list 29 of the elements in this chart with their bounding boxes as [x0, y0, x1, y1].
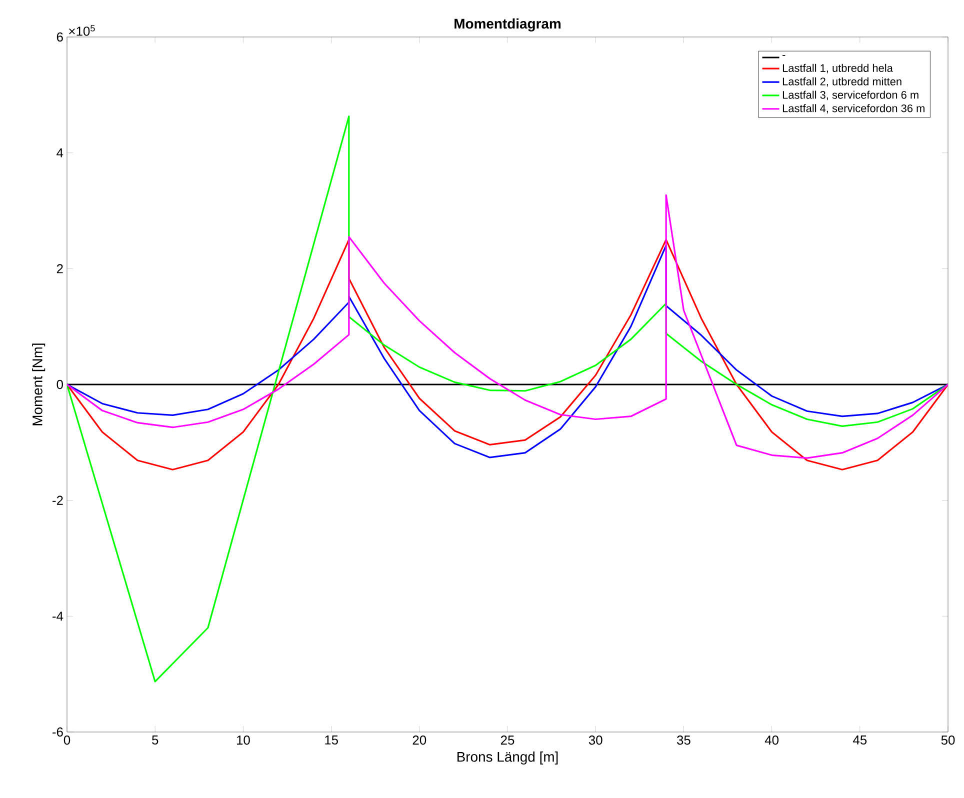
x-tick-label: 25	[500, 736, 514, 745]
x-tick-label: 0	[64, 736, 70, 745]
x-tick-label: 50	[941, 736, 955, 745]
x-tick-label: 45	[853, 736, 867, 745]
chart-title: Momentdiagram	[454, 18, 561, 32]
legend-label: Lastfall 1, utbredd hela	[782, 64, 893, 74]
legend-label: Lastfall 4, servicefordon 36 m	[782, 104, 924, 114]
legend-label: -	[782, 55, 786, 56]
line-series	[67, 116, 948, 682]
y-tick-label: 6	[56, 32, 63, 42]
x-tick-label: 35	[677, 736, 690, 745]
x-tick-label: 30	[588, 736, 602, 745]
x-tick-label: 15	[325, 736, 338, 745]
y-tick-label: 4	[56, 148, 64, 158]
legend-label: Lastfall 3, servicefordon 6 m	[782, 90, 918, 100]
x-tick-label: 10	[236, 736, 250, 745]
x-axis-title: Brons Längd [m]	[457, 752, 558, 765]
line-series	[67, 194, 948, 459]
y-tick-label: 2	[56, 264, 63, 274]
y-tick-label: -2	[52, 496, 63, 505]
x-tick-label: 40	[764, 736, 779, 745]
x-tick-label: 5	[152, 736, 158, 745]
legend-label: Lastfall 2, utbredd mitten	[782, 77, 902, 87]
y-axis-title: Moment [Nm]	[32, 344, 46, 426]
y-tick-label: 0	[56, 380, 63, 390]
x-tick-label: 20	[412, 736, 426, 745]
text: ×10$^{5}$	[69, 25, 95, 36]
y-tick-label: -6	[52, 727, 63, 737]
y-tick-label: -4	[52, 612, 64, 621]
